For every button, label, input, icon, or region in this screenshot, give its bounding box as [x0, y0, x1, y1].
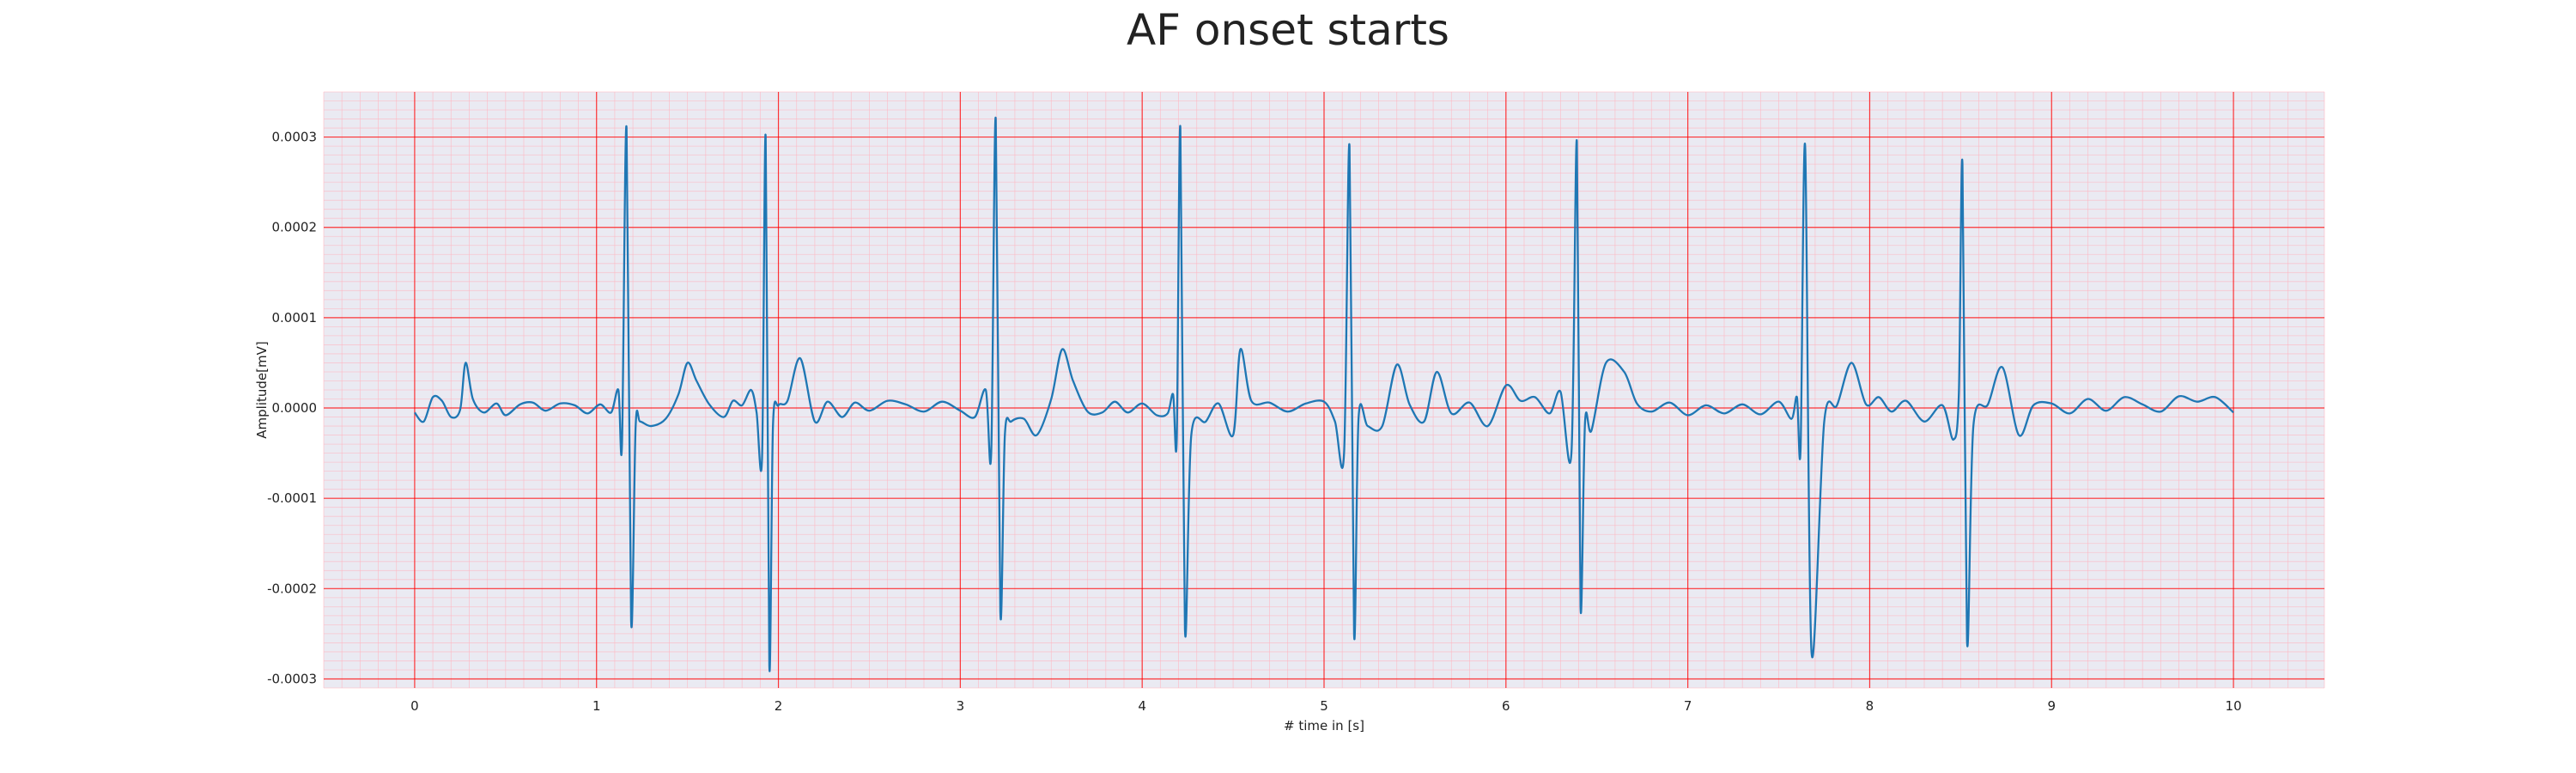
major-grid: [324, 92, 2324, 688]
tick-labels: 0 1 2 3 4 5 6 7 8 9 10 -0.0003 -0.0002 -0.0001 0.0000 0…: [267, 130, 2242, 714]
ecg-series-line: [413, 116, 2234, 673]
x-tick-label: 6: [1502, 698, 1510, 714]
x-tick-label: 2: [775, 698, 783, 714]
x-tick-label: 0: [410, 698, 419, 714]
x-tick-label: 7: [1684, 698, 1692, 714]
y-tick-label: -0.0001: [267, 490, 317, 506]
series-layer: [413, 116, 2234, 673]
y-tick-label: -0.0003: [267, 671, 317, 686]
x-tick-label: 1: [592, 698, 601, 714]
x-tick-label: 8: [1866, 698, 1874, 714]
y-tick-label: 0.0003: [272, 130, 318, 145]
x-axis-label: # time in [s]: [1284, 718, 1364, 733]
y-tick-label: -0.0002: [267, 581, 317, 596]
x-tick-label: 10: [2226, 698, 2242, 714]
x-tick-label: 4: [1138, 698, 1146, 714]
x-tick-label: 9: [2047, 698, 2056, 714]
chart-title: AF onset starts: [1127, 5, 1449, 55]
y-tick-label: 0.0000: [272, 400, 318, 416]
y-tick-label: 0.0002: [272, 220, 318, 235]
x-tick-label: 5: [1320, 698, 1328, 714]
x-tick-label: 3: [957, 698, 965, 714]
y-axis-label: Amplitude[mV]: [254, 341, 270, 438]
y-tick-label: 0.0001: [272, 310, 318, 326]
